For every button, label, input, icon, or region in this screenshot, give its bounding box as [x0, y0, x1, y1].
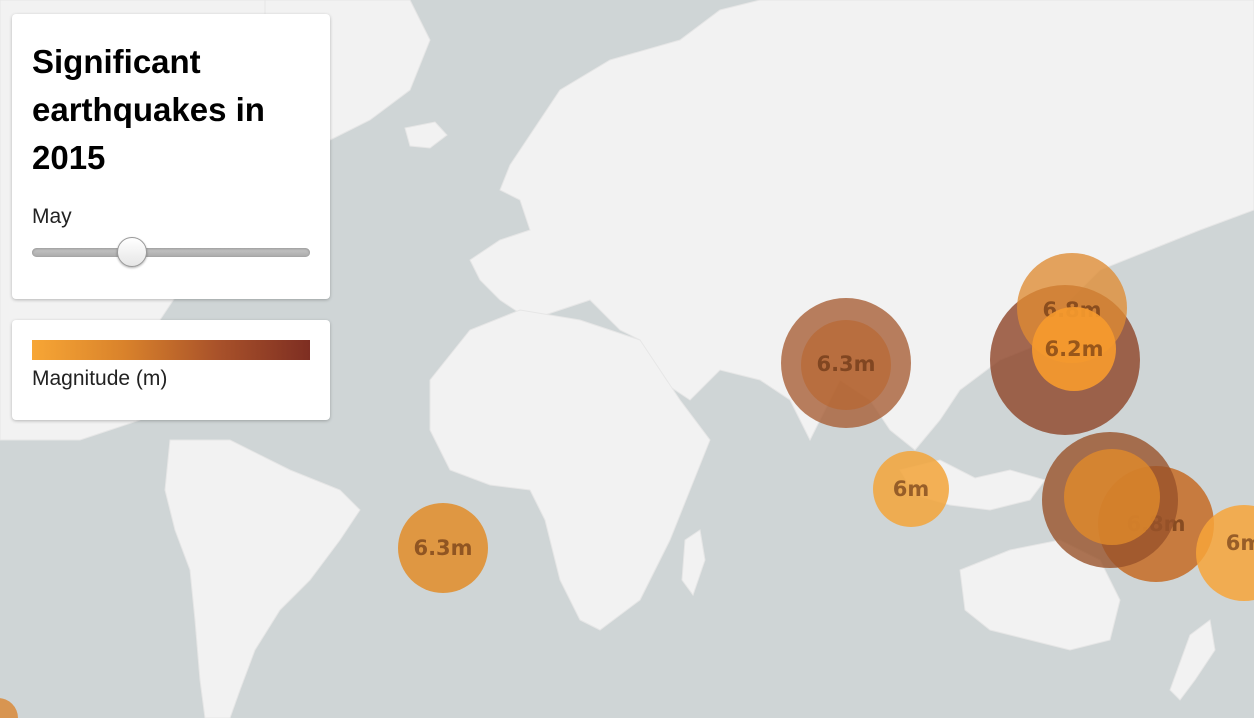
earthquake-marker[interactable]: 6m: [1196, 505, 1254, 601]
earthquake-marker[interactable]: 6.3m: [398, 503, 488, 593]
earthquake-circle-2[interactable]: [873, 451, 949, 527]
legend-panel: Magnitude (m): [12, 320, 330, 420]
earthquake-marker[interactable]: [1064, 449, 1160, 545]
earthquake-circle-9[interactable]: [1196, 505, 1254, 601]
new-zealand-land: [1169, 619, 1216, 701]
month-label: May: [32, 205, 72, 228]
madagascar-land: [681, 529, 706, 597]
earthquake-label: 6.3m: [816, 352, 875, 376]
australia-land: [959, 539, 1121, 651]
earthquake-marker[interactable]: 6m: [873, 451, 949, 527]
earthquake-label: 6m: [1226, 531, 1254, 555]
earthquake-circle-4[interactable]: [1032, 307, 1116, 391]
earthquake-label: 6.3m: [413, 536, 472, 560]
title-panel: Significant earthquakes in 2015 May: [12, 14, 330, 299]
earthquake-circle-10[interactable]: [0, 698, 18, 718]
earthquake-label: 6.2m: [1044, 337, 1103, 361]
south-america-land: [164, 439, 361, 718]
month-slider-track[interactable]: [32, 248, 310, 257]
earthquake-label: 6m: [893, 477, 930, 501]
earthquake-marker[interactable]: 6.3m: [781, 298, 911, 428]
earthquake-inner-circle[interactable]: [801, 320, 891, 410]
map-title: Significant earthquakes in 2015: [32, 43, 265, 176]
earthquake-markers: 6.3m 6.3m 6m 6.8m 6.2m 6.8m: [0, 253, 1254, 718]
africa-land: [429, 309, 711, 631]
earthquake-circle-8[interactable]: [1064, 449, 1160, 545]
month-slider-thumb[interactable]: [117, 237, 148, 267]
earthquake-circle-0[interactable]: [398, 503, 488, 593]
magnitude-color-ramp: [32, 340, 310, 360]
earthquake-marker[interactable]: 6.2m: [1032, 307, 1116, 391]
iceland-land: [404, 121, 448, 149]
earthquake-marker[interactable]: [0, 698, 18, 718]
legend-label: Magnitude (m): [32, 367, 168, 390]
